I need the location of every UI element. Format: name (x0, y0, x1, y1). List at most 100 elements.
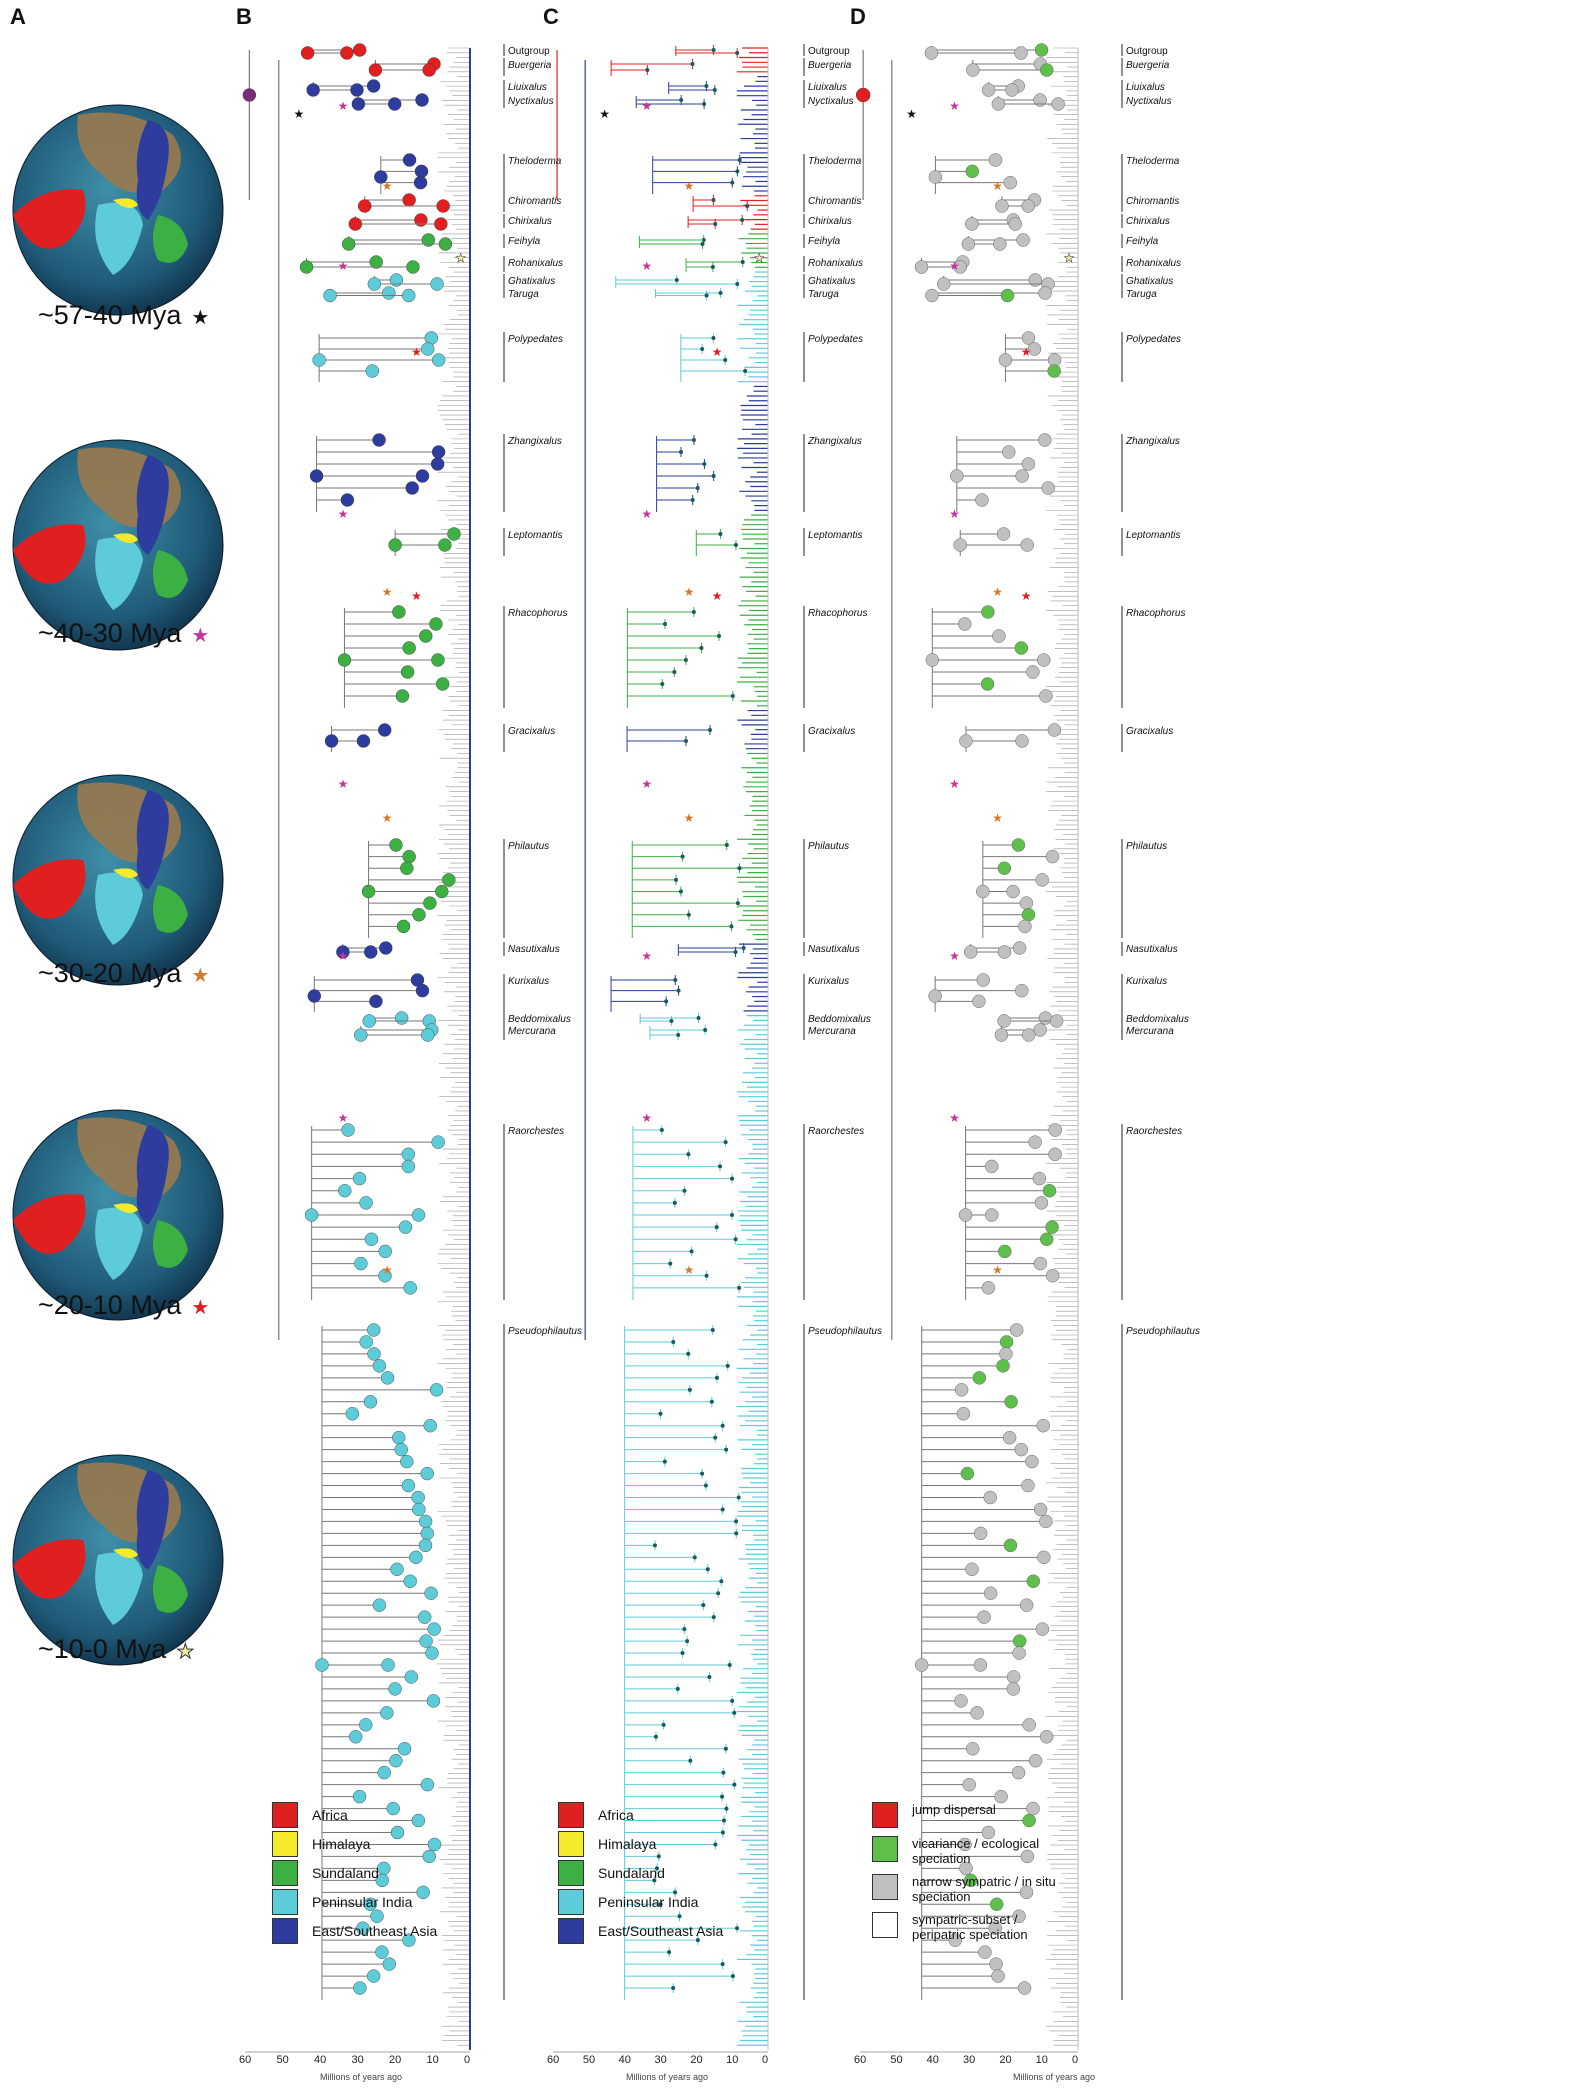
speciation-mode-node (1012, 941, 1027, 955)
clade-label: Mercurana (1126, 1026, 1174, 1037)
node-dot (723, 1746, 728, 1751)
speciation-mode-node (972, 1371, 987, 1385)
node-dot (679, 98, 684, 102)
node-dot (737, 1285, 742, 1290)
node-dot (659, 1128, 664, 1132)
ancestral-area-node (312, 353, 326, 367)
speciation-mode-node (980, 677, 995, 691)
node-dot (653, 1734, 658, 1739)
legend-swatch (558, 1830, 584, 1857)
clade-label: Nyctixalus (808, 96, 854, 107)
ancestral-area-node (377, 1765, 391, 1780)
speciation-mode-node (1038, 286, 1052, 300)
legend-label: Sundaland (598, 1864, 665, 1881)
legend-item: Himalaya (558, 1829, 723, 1858)
node-dot (663, 622, 668, 626)
ancestral-area-node (369, 255, 383, 269)
ancestral-area-node (438, 538, 452, 552)
clade-label: Leptomantis (508, 530, 563, 541)
india-region (95, 1552, 143, 1625)
star-icon: ★ (712, 345, 723, 359)
speciation-mode-node (1017, 1981, 1032, 1995)
star-icon: ★ (641, 949, 652, 963)
ancestral-area-node (380, 1706, 394, 1720)
speciation-mode-node (1011, 1765, 1026, 1780)
clade-label: Rhacophorus (1126, 608, 1186, 619)
ancestral-area-node (369, 994, 383, 1009)
ancestral-area-node (402, 193, 416, 207)
speciation-mode-node (965, 1742, 980, 1756)
ancestral-area-node (402, 1933, 416, 1947)
speciation-mode-node (973, 1526, 988, 1541)
clade-label: Mercurana (808, 1026, 856, 1037)
ancestral-area-node (324, 734, 339, 748)
node-dot (735, 901, 740, 906)
globe-age-text: ~20-10 Mya (38, 1290, 182, 1320)
speciation-mode-node (1015, 469, 1029, 483)
speciation-mode-node (1032, 1171, 1047, 1186)
ancestral-area-node (422, 1849, 436, 1864)
node-dot (730, 1698, 735, 1703)
ancestral-area-node (345, 1407, 360, 1421)
speciation-mode-node (961, 237, 976, 251)
axis-tick-label: 20 (389, 2054, 402, 2066)
node-dot (705, 1567, 710, 1572)
clade-label: Theloderma (508, 156, 562, 167)
star-icon: ★ (176, 1641, 195, 1664)
ancestral-area-node (392, 605, 406, 619)
node-dot (733, 543, 738, 547)
speciation-mode-node (1036, 1418, 1050, 1433)
speciation-mode-node (966, 63, 980, 77)
speciation-mode-node (1049, 1014, 1064, 1028)
clade-label: Rhacophorus (508, 608, 568, 619)
sundaland-region (153, 1565, 188, 1613)
globe-5 (12, 1454, 224, 1666)
node-dot (745, 204, 750, 208)
ancestral-area-node (404, 1670, 418, 1684)
ancestral-area-node (403, 1281, 417, 1295)
speciation-mode-node (962, 1777, 976, 1792)
speciation-mode-node (997, 1014, 1011, 1028)
ancestral-area-node (372, 1359, 387, 1373)
axis-tick-label: 10 (1035, 2054, 1048, 2066)
speciation-mode-node (1021, 199, 1035, 213)
speciation-mode-node (1018, 919, 1032, 934)
speciation-mode-node (914, 1658, 929, 1672)
globe-panel (12, 104, 224, 1666)
ancestral-area-node (353, 1981, 367, 1995)
node-dot (734, 1531, 739, 1536)
legend-swatch (558, 1801, 584, 1828)
africa-region (13, 189, 86, 249)
himalaya-region (113, 533, 138, 544)
ancestral-area-node (363, 1395, 378, 1409)
node-dot (730, 1974, 735, 1979)
node-dot (741, 946, 746, 950)
speciation-mode-node (1012, 1909, 1026, 1923)
legend-item: Sundaland (272, 1858, 437, 1887)
ancestral-area-node (429, 1383, 444, 1397)
ancestral-area-node (414, 164, 429, 179)
star-icon: ★ (191, 625, 210, 647)
speciation-mode-node (1011, 838, 1026, 852)
node-dot (699, 646, 704, 650)
speciation-mode-node (914, 260, 929, 274)
node-dot (686, 912, 691, 917)
clade-label: Mercurana (508, 1026, 556, 1037)
clade-label: Leptomantis (808, 530, 863, 541)
india-region (95, 537, 143, 610)
node-dot (675, 1686, 680, 1691)
axis-tick-label: 40 (926, 2054, 939, 2066)
node-dot (712, 88, 717, 92)
africa-region (13, 859, 86, 919)
globe-age-text: ~40-30 Mya (38, 618, 182, 648)
node-dot (730, 1176, 735, 1181)
ancestral-area-node (356, 734, 371, 748)
speciation-mode-node (989, 1957, 1003, 1971)
speciation-mode-node (1006, 1682, 1021, 1696)
globe-label: ~40-30 Mya ★ (38, 618, 209, 649)
star-icon: ★ (411, 345, 422, 359)
node-dot (720, 1423, 725, 1428)
node-dot (730, 694, 735, 698)
node-dot (668, 1261, 673, 1266)
ancestral-area-node (304, 1208, 319, 1222)
